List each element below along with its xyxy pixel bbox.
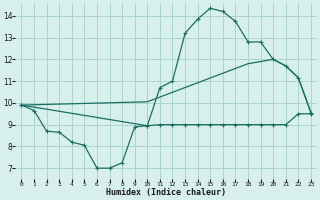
- X-axis label: Humidex (Indice chaleur): Humidex (Indice chaleur): [106, 188, 226, 197]
